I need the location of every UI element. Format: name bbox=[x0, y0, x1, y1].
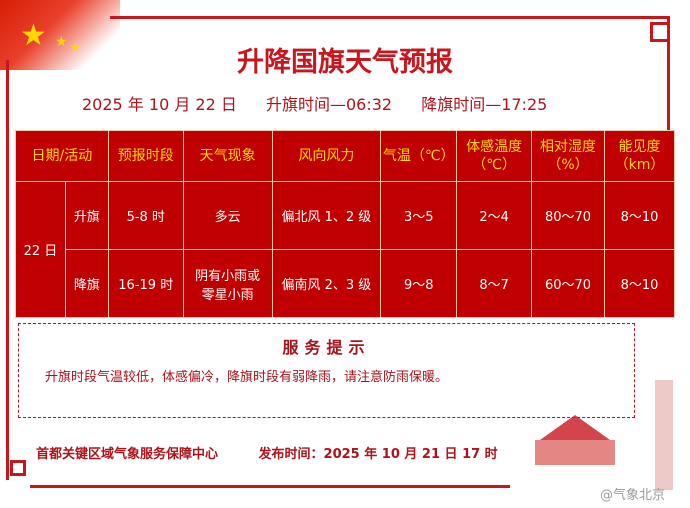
table-row: 降旗 16-19 时 阴有小雨或零星小雨 偏南风 2、3 级 9～8 8～7 6… bbox=[16, 249, 676, 318]
header-cell: 风向风力 bbox=[271, 130, 382, 182]
header-cell: 相对湿度（%） bbox=[531, 130, 605, 182]
star-icon: ★ bbox=[70, 40, 81, 54]
forecast-table: 日期/活动 预报时段 天气现象 风向风力 气温（℃） 体感温度（℃） 相对湿度（… bbox=[15, 130, 676, 318]
raise-time: 升旗时间—06:32 bbox=[265, 95, 393, 114]
frame-corner bbox=[10, 460, 26, 476]
publish-time: 发布时间：2025 年 10 月 21 日 17 时 bbox=[258, 447, 498, 462]
weather-cell: 阴有小雨或零星小雨 bbox=[182, 249, 273, 318]
feel-cell: 8～7 bbox=[456, 249, 533, 318]
header-cell: 日期/活动 bbox=[15, 130, 109, 182]
service-tips-text: 升旗时段气温较低，体感偏冷，降旗时段有弱降雨，请注意防雨保暖。 bbox=[45, 370, 449, 385]
visibility-cell: 8～10 bbox=[603, 249, 676, 318]
service-tips-box: 服务提示 升旗时段气温较低，体感偏冷，降旗时段有弱降雨，请注意防雨保暖。 bbox=[18, 323, 635, 418]
header-cell: 气温（℃） bbox=[380, 130, 458, 182]
temp-cell: 9～8 bbox=[380, 249, 458, 318]
visibility-cell: 8～10 bbox=[603, 181, 676, 250]
frame-border bbox=[30, 485, 510, 488]
star-icon: ★ bbox=[55, 34, 68, 50]
date-cell: 22 日 bbox=[15, 181, 66, 318]
weather-cell: 多云 bbox=[182, 181, 273, 250]
header-cell: 预报时段 bbox=[107, 130, 184, 182]
header-cell: 天气现象 bbox=[182, 130, 273, 182]
star-icon: ★ bbox=[20, 18, 47, 53]
issuer: 首都关键区域气象服务保障中心 bbox=[36, 447, 219, 462]
tiananmen-illustration bbox=[535, 380, 673, 490]
forecast-date: 2025 年 10 月 22 日 bbox=[82, 95, 237, 114]
subtitle: 2025 年 10 月 22 日 升旗时间—06:32 降旗时间—17:25 bbox=[82, 91, 571, 115]
period-cell: 16-19 时 bbox=[107, 249, 184, 318]
feel-cell: 2～4 bbox=[456, 181, 533, 250]
page-title: 升降国旗天气预报 bbox=[237, 47, 453, 78]
wind-cell: 偏南风 2、3 级 bbox=[271, 249, 382, 318]
header-cell: 能见度（km） bbox=[603, 130, 676, 182]
frame-corner bbox=[650, 22, 670, 42]
period-cell: 5-8 时 bbox=[107, 181, 184, 250]
wind-cell: 偏北风 1、2 级 bbox=[271, 181, 382, 250]
humidity-cell: 80～70 bbox=[531, 181, 605, 250]
flag-decoration bbox=[0, 0, 120, 70]
activity-cell: 升旗 bbox=[64, 181, 109, 250]
temp-cell: 3～5 bbox=[380, 181, 458, 250]
footer: 首都关键区域气象服务保障中心 发布时间：2025 年 10 月 21 日 17 … bbox=[36, 443, 534, 462]
watermark: @气象北京 bbox=[600, 488, 666, 503]
service-tips-title: 服务提示 bbox=[282, 338, 371, 357]
table-row: 22 日 升旗 5-8 时 多云 偏北风 1、2 级 3～5 2～4 80～70… bbox=[15, 181, 676, 318]
header-cell: 体感温度（℃） bbox=[456, 130, 533, 182]
humidity-cell: 60～70 bbox=[531, 249, 605, 318]
activity-cell: 降旗 bbox=[64, 249, 109, 318]
frame-border bbox=[6, 60, 9, 480]
lower-time: 降旗时间—17:25 bbox=[421, 95, 548, 114]
frame-border bbox=[110, 16, 670, 19]
